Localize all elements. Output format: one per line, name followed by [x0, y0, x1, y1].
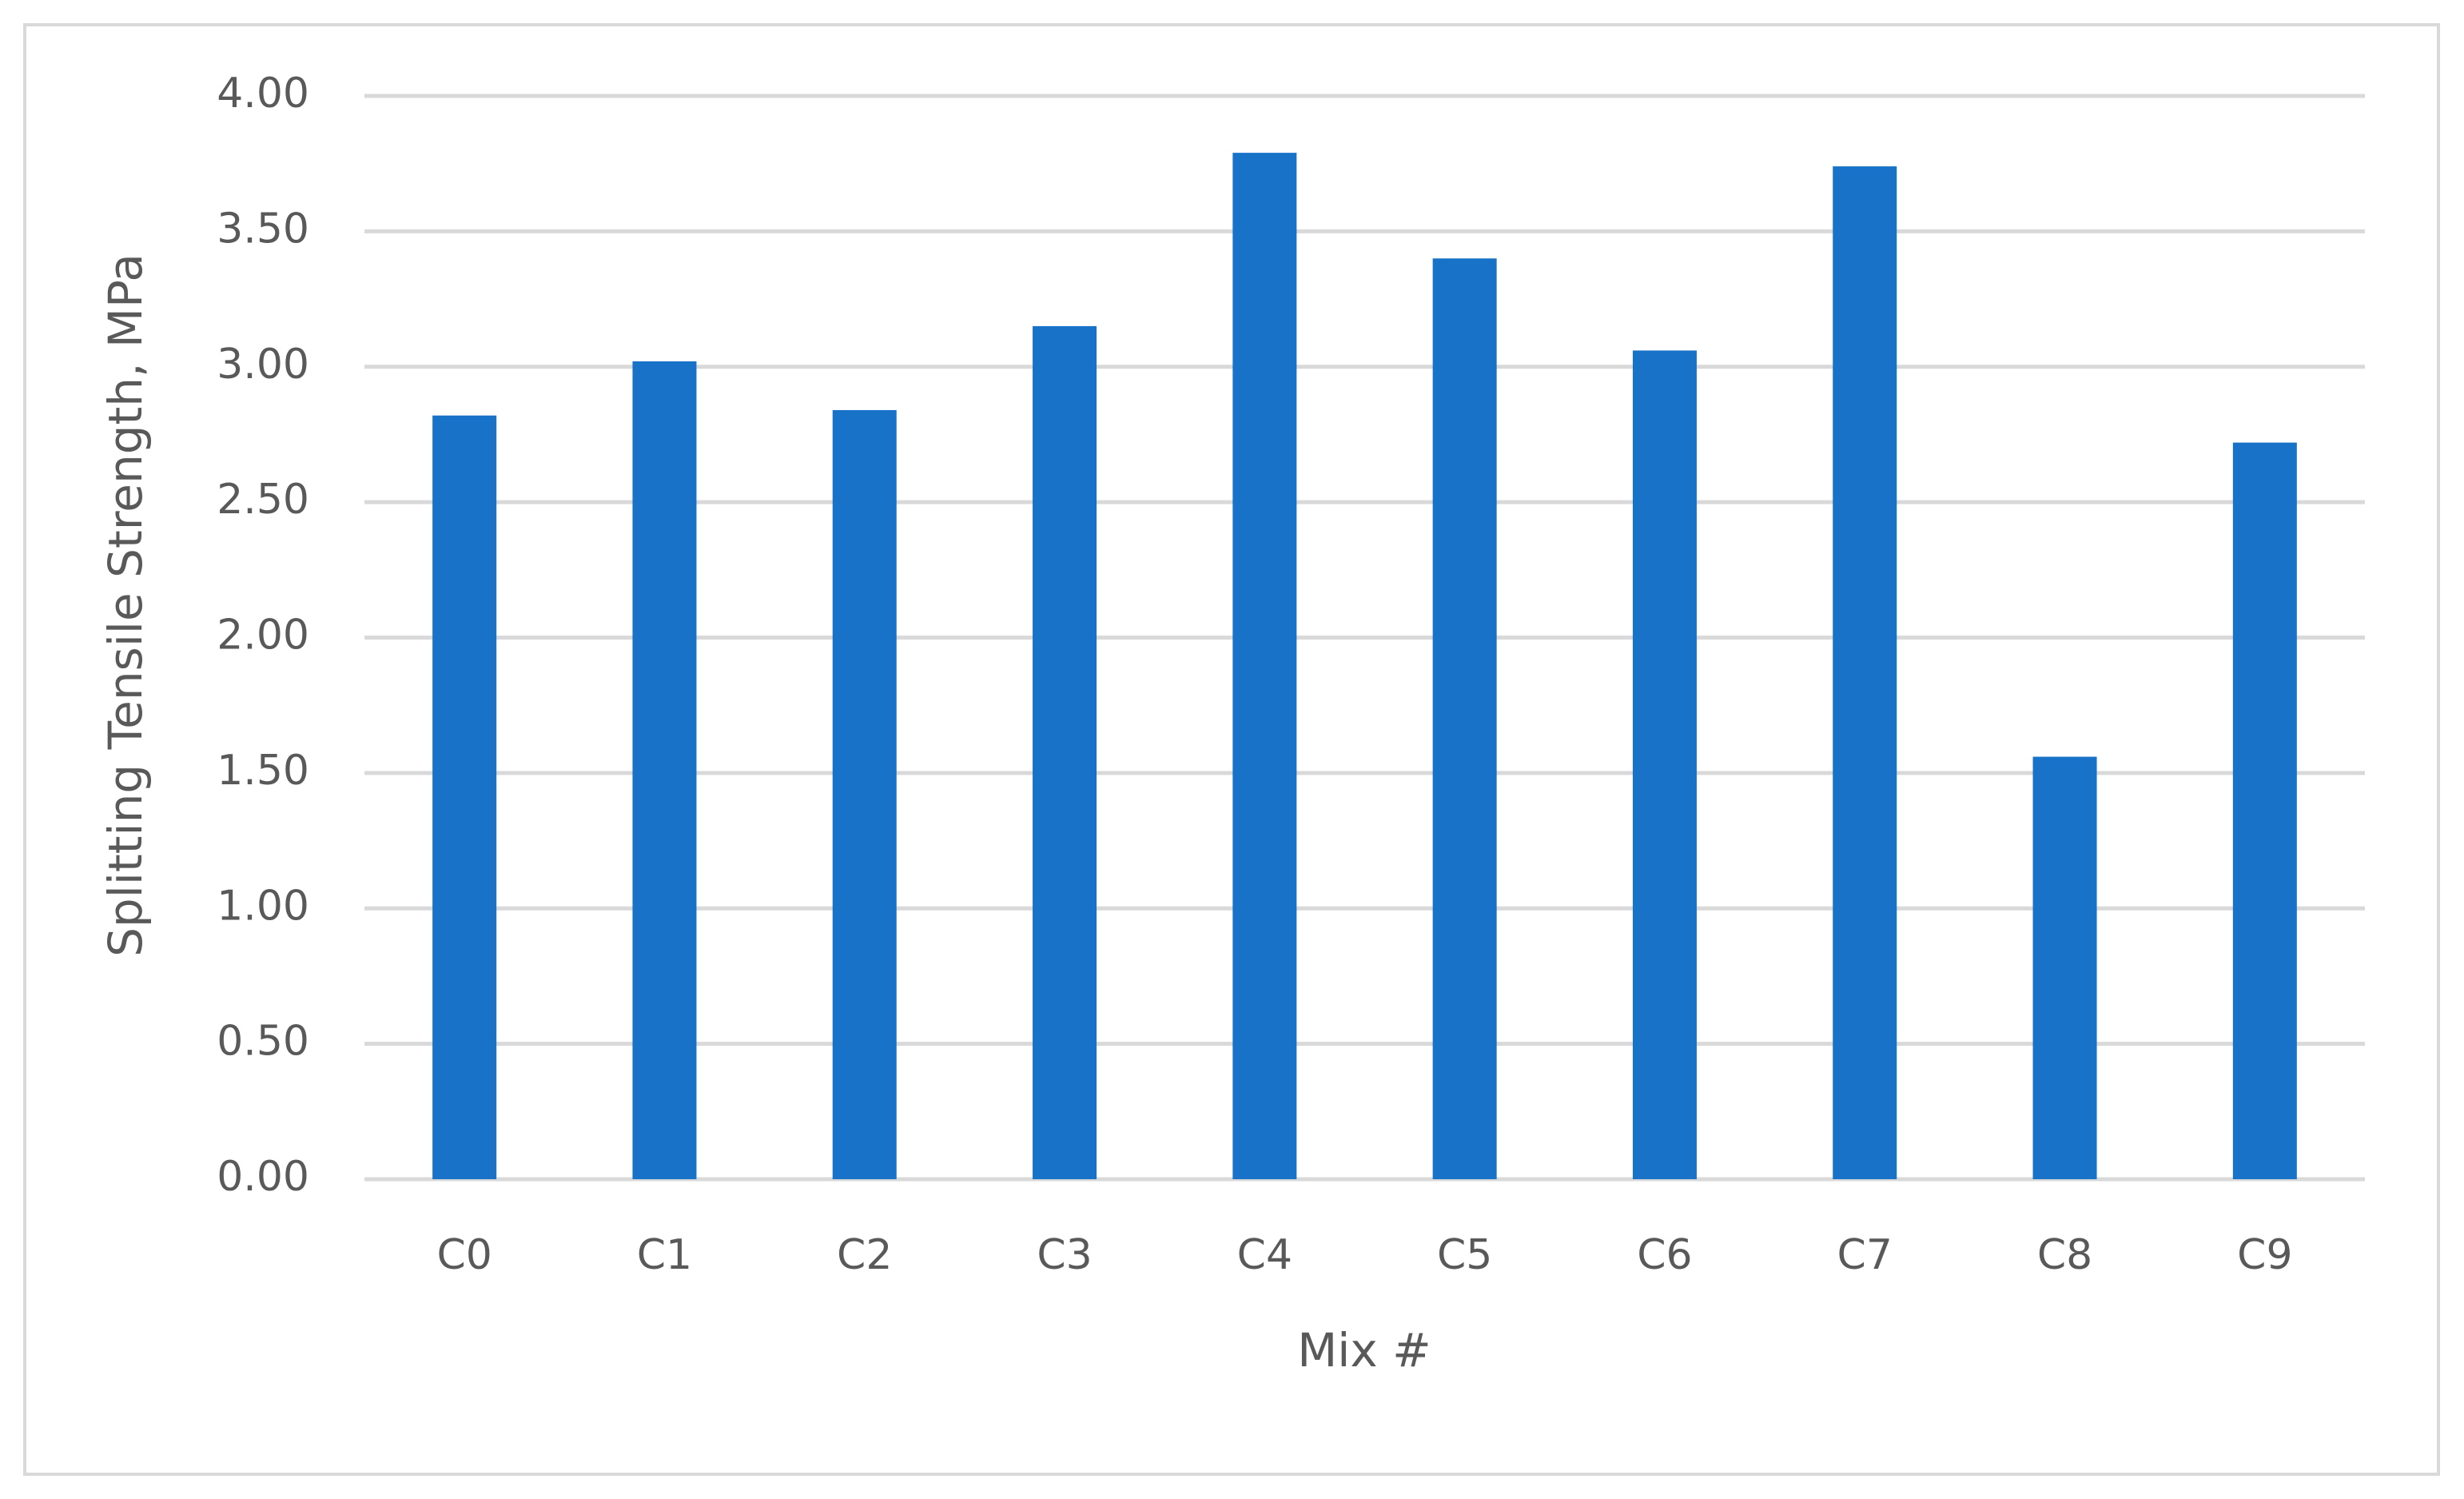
x-tick-label: C3 — [1037, 1231, 1092, 1279]
y-tick-label: 1.00 — [217, 882, 309, 930]
x-tick-label: C4 — [1237, 1231, 1292, 1279]
y-tick-label: 3.00 — [217, 341, 309, 389]
y-tick-label: 4.00 — [217, 70, 309, 118]
bar — [1833, 166, 1897, 1180]
y-tick-label: 2.50 — [217, 476, 309, 524]
y-tick-label: 1.50 — [217, 747, 309, 795]
y-tick-label: 0.50 — [217, 1018, 309, 1066]
x-tick-label: C8 — [2037, 1231, 2092, 1279]
y-tick-label: 0.00 — [217, 1153, 309, 1201]
bar — [1033, 325, 1097, 1179]
bar — [1232, 153, 1297, 1180]
chart-border — [23, 23, 2440, 1476]
y-tick-label: 3.50 — [217, 205, 309, 253]
bar — [832, 409, 897, 1179]
bar — [432, 415, 497, 1179]
x-tick-label: C1 — [637, 1231, 692, 1279]
y-tick-label: 2.00 — [217, 612, 309, 660]
x-tick-label: C7 — [1837, 1231, 1893, 1279]
x-axis-title: Mix # — [1297, 1323, 1431, 1377]
x-tick-label: C6 — [1637, 1231, 1692, 1279]
bar — [632, 361, 697, 1180]
x-tick-label: C9 — [2237, 1231, 2292, 1279]
bar — [1632, 350, 1697, 1179]
x-tick-label: C5 — [1437, 1231, 1492, 1279]
x-tick-label: C2 — [837, 1231, 892, 1279]
bar — [2032, 756, 2097, 1179]
x-tick-label: C0 — [436, 1231, 492, 1279]
bar — [1432, 258, 1497, 1179]
bar — [2232, 442, 2297, 1179]
y-axis-title: Splitting Tensile Strength, MPa — [98, 253, 153, 957]
